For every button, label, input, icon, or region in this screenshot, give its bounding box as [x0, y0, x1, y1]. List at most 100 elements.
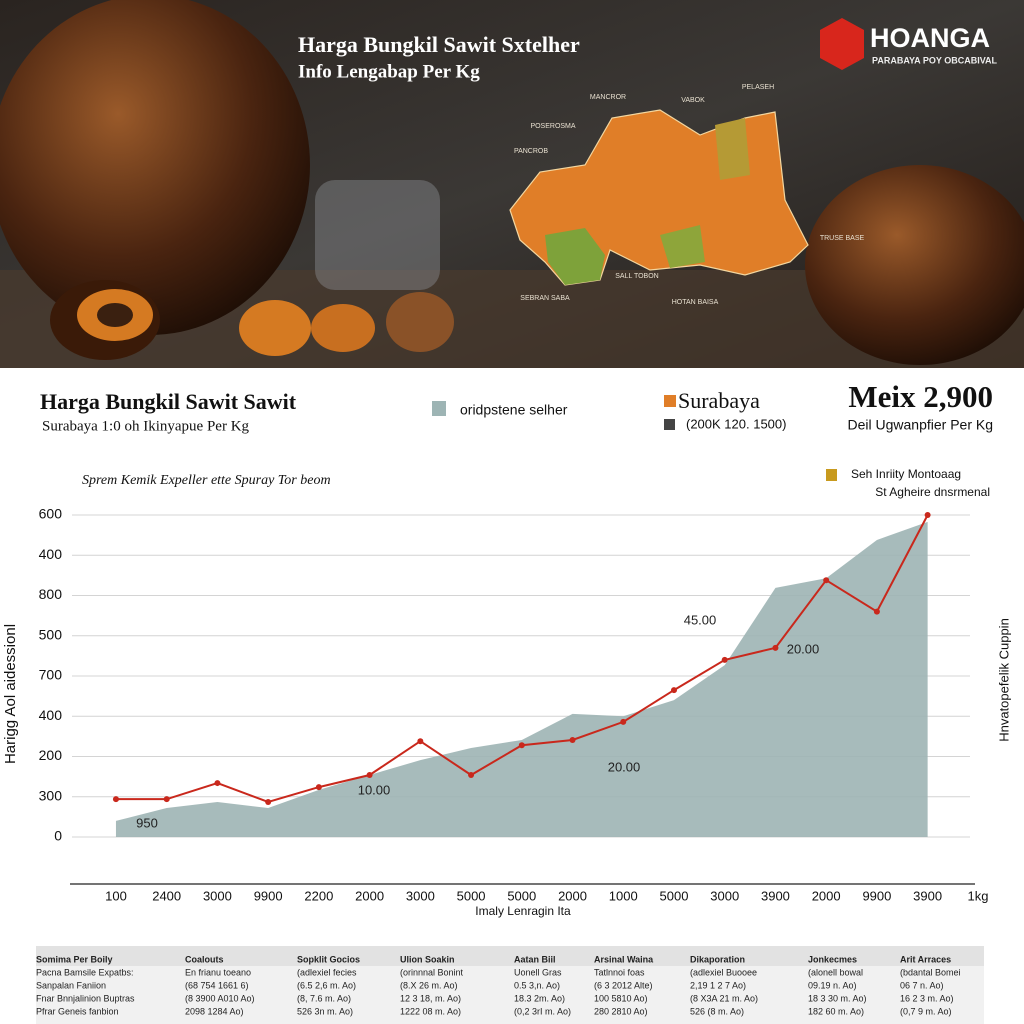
table-cell: Uonell Gras	[514, 967, 562, 977]
fruit-half	[311, 304, 375, 352]
table-header: Arit Arraces	[900, 954, 951, 964]
header-title: Harga Bungkil Sawit Sawit	[40, 389, 297, 414]
table-header: Coalouts	[185, 954, 224, 964]
annotation: 10.00	[358, 782, 391, 797]
table-cell: (8, 7.6 m. Ao)	[297, 993, 351, 1003]
table-cell: (0,7 9 m. Ao)	[900, 1006, 952, 1016]
x-tick-label: 2000	[355, 888, 384, 903]
table-header: Somima Per Boily	[36, 954, 113, 964]
table-header-background	[36, 946, 984, 966]
legend-swatch	[432, 401, 446, 416]
table-cell: 2098 1284 Ao)	[185, 1006, 244, 1016]
table-cell: 1222 08 m. Ao)	[400, 1006, 461, 1016]
table-cell: (68 754 1661 6)	[185, 980, 249, 990]
line-point	[620, 718, 627, 725]
map-label: SEBRAN SABA	[520, 295, 570, 302]
y-tick-label: 400	[39, 707, 63, 723]
x-tick-label: 9900	[862, 888, 891, 903]
table-cell: Fnar Bnnjalinion Buptras	[36, 993, 135, 1003]
map-label: POSEROSMA	[530, 123, 575, 130]
brand-logo	[820, 18, 864, 70]
table-cell: 280 2810 Ao)	[594, 1006, 648, 1016]
line-point	[468, 772, 475, 779]
annotation: 950	[136, 815, 158, 830]
map-region	[660, 225, 705, 268]
table-cell: (alonell bowal	[808, 967, 863, 977]
x-tick-label: 3000	[710, 888, 739, 903]
table-cell: 06 7 n. Ao)	[900, 980, 944, 990]
logo-icon	[820, 18, 864, 70]
line-point	[873, 608, 880, 615]
x-tick-label: 2000	[812, 888, 841, 903]
header-subtitle: Surabaya 1:0 oh Ikinyapue Per Kg	[42, 418, 250, 434]
map-region	[715, 118, 750, 180]
line-point	[265, 798, 272, 805]
side-legend: Seh Inriity Montoaag	[851, 467, 961, 481]
legend-entry: oridpstene selher	[460, 402, 568, 418]
table-cell: 526 3n m. Ao)	[297, 1006, 353, 1016]
line-point	[315, 784, 322, 791]
chart-subtitle: Sprem Kemik Expeller ette Spuray Tor beo…	[82, 473, 331, 488]
table-cell: 16 2 3 m. Ao)	[900, 993, 954, 1003]
table-cell: 100 5810 Ao)	[594, 993, 648, 1003]
x-tick-label: 3900	[913, 888, 942, 903]
x-tick-label: 2400	[152, 888, 181, 903]
annotation: 20.00	[787, 641, 820, 656]
x-axis-label: Imaly Lenragin Ita	[475, 904, 571, 918]
x-tick-label: 3000	[406, 888, 435, 903]
map-region	[545, 228, 605, 285]
table-cell: 526 (8 m. Ao)	[690, 1006, 744, 1016]
x-tick-label: 1000	[609, 888, 638, 903]
x-tick-label: 9900	[254, 888, 283, 903]
y-axis-label: Harigg Aol aidessionl	[2, 624, 19, 764]
table-header: Dikaporation	[690, 954, 745, 964]
table-header: Ulion Soakin	[400, 954, 455, 964]
annotation: 20.00	[608, 759, 641, 774]
side-legend: St Agheire dnsrmenal	[875, 485, 990, 499]
table-cell: (bdantal Bomei	[900, 967, 961, 977]
line-point	[569, 736, 576, 743]
line-point	[163, 796, 170, 803]
legend-swatch	[664, 395, 676, 407]
fruit-kernel	[97, 303, 133, 327]
legend-entry: (200K 120. 1500)	[686, 416, 786, 431]
table-cell: 0.5 3,n. Ao)	[514, 980, 560, 990]
table-cell: (8.X 26 m. Ao)	[400, 980, 458, 990]
line-point	[214, 780, 221, 787]
map-label: PELASEH	[742, 84, 774, 91]
y-tick-label: 200	[39, 747, 63, 763]
kernel-cake	[386, 292, 454, 352]
line-point	[366, 772, 373, 779]
x-tick-label: 100	[105, 888, 127, 903]
table-cell: 09.19 n. Ao)	[808, 980, 857, 990]
table-cell: (6 3 2012 Alte)	[594, 980, 653, 990]
banner-title: Harga Bungkil Sawit Sxtelher	[298, 32, 580, 57]
palm-fruit-bunch	[0, 0, 310, 335]
map-label: PANCROB	[514, 148, 548, 155]
table-cell: Pfrar Geneis fanbion	[36, 1006, 119, 1016]
glass-jar	[315, 180, 440, 290]
line-point	[772, 644, 779, 651]
map-label: TRUSE BASE	[820, 235, 865, 242]
x-unit: 1kg	[968, 888, 989, 903]
annotation: 45.00	[684, 612, 717, 627]
line-point	[417, 738, 424, 745]
line-point	[823, 577, 830, 584]
map-label: VABOK	[681, 97, 705, 104]
fruit-half	[239, 300, 311, 356]
table-header: Aatan Biil	[514, 954, 556, 964]
line-point	[518, 742, 525, 749]
x-tick-label: 5000	[457, 888, 486, 903]
legend-swatch	[826, 469, 837, 481]
map-label: HOTAN BAISA	[672, 299, 719, 306]
brand-name: HOANGA	[870, 23, 990, 53]
table-cell: Tatlnnoi foas	[594, 967, 645, 977]
table-cell: 182 60 m. Ao)	[808, 1006, 864, 1016]
table-cell: Pacna Bamsile Expatbs:	[36, 967, 134, 977]
y-tick-label: 700	[39, 667, 63, 683]
table-header: Sopklit Gocios	[297, 954, 360, 964]
map-label: MANCROR	[590, 94, 626, 101]
table-cell: (6.5 2,6 m. Ao)	[297, 980, 356, 990]
y-tick-label: 0	[54, 828, 62, 844]
